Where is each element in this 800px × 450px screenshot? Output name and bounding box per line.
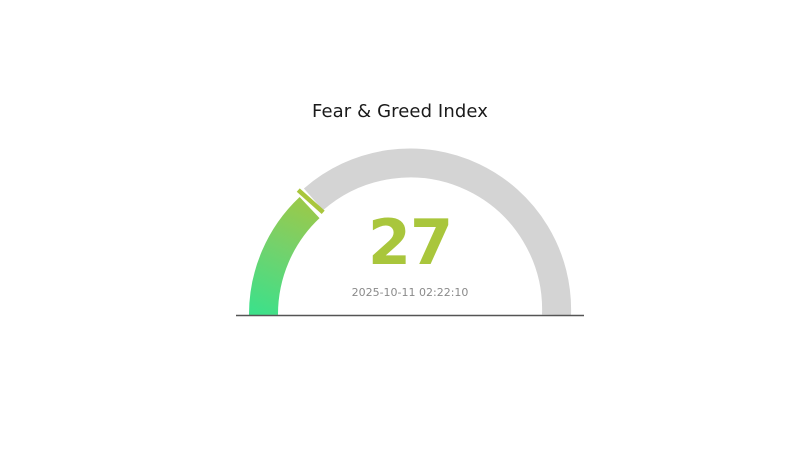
- gauge-progress-arc: [248, 197, 320, 316]
- gauge-timestamp-label: 2025-10-11 02:22:10: [351, 286, 469, 299]
- page-title: Fear & Greed Index: [312, 101, 488, 122]
- gauge-threshold-tick: [296, 188, 325, 214]
- gauge-value-label: 27: [367, 206, 453, 279]
- gauge-track-arc: [303, 148, 572, 316]
